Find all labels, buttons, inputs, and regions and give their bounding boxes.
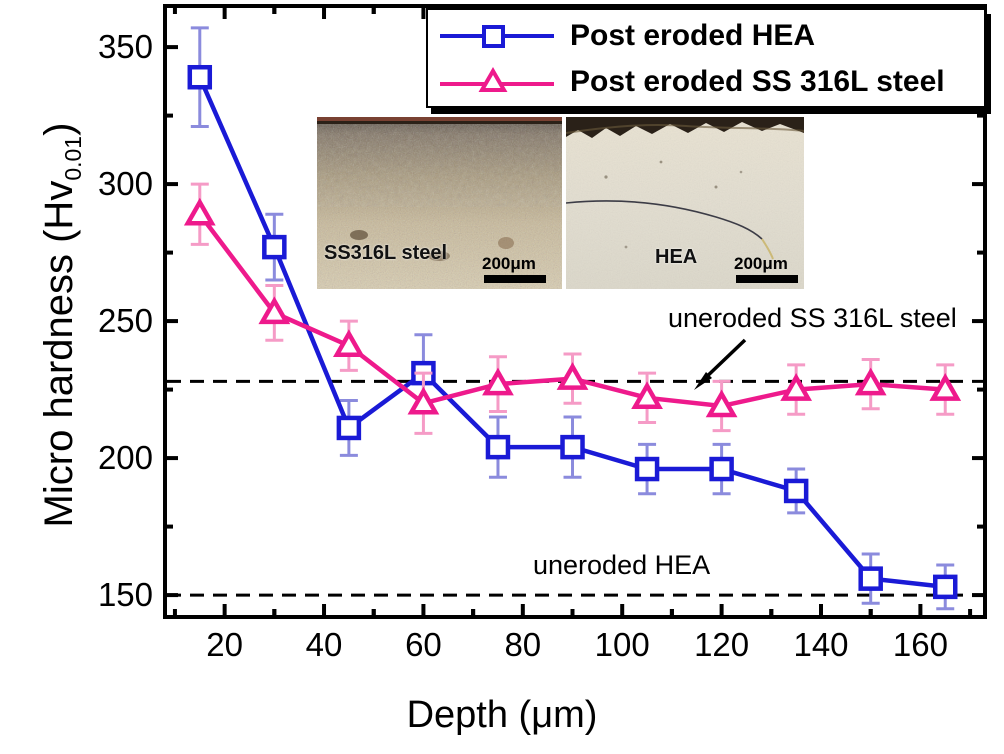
series-post-eroded-ss316l	[183, 182, 962, 435]
data-point-marker	[560, 434, 585, 460]
annotation-uneroded-hea: uneroded HEA	[533, 550, 711, 580]
data-point-marker	[858, 566, 883, 591]
inset-scalebar-hea	[736, 275, 798, 283]
y-axis-tick-label: 200	[97, 439, 153, 477]
data-point-marker	[631, 381, 663, 410]
inset-micrograph-hea	[566, 117, 804, 289]
inset-scalebar-label-ss316l: 200μm	[482, 254, 536, 273]
x-axis-title: Depth (μm)	[406, 694, 598, 736]
data-point-marker	[336, 415, 362, 441]
data-point-marker	[485, 434, 511, 460]
data-point-marker	[262, 234, 287, 260]
legend-swatch-ss316l	[438, 67, 556, 92]
y-axis-tick-label: 150	[97, 576, 153, 614]
data-point-marker	[709, 456, 734, 482]
x-axis-tick-label: 120	[694, 626, 750, 663]
x-axis-tick-label: 80	[504, 626, 542, 663]
inset-scalebar-ss316l	[484, 275, 546, 283]
data-point-marker	[333, 329, 365, 357]
inset-scalebar-label-hea: 200μm	[734, 254, 788, 273]
x-axis-tick-label: 40	[305, 626, 343, 663]
data-point-marker	[854, 367, 887, 396]
annotation-arrow-head	[694, 372, 712, 390]
legend-label-hea: Post eroded HEA	[570, 19, 816, 52]
data-point-marker	[482, 367, 514, 396]
legend-entry-hea: Post eroded HEA	[438, 16, 815, 56]
data-point-marker	[556, 362, 589, 390]
y-axis-tick-label: 300	[97, 165, 153, 203]
legend-entry-ss316l: Post eroded SS 316L steel	[438, 62, 945, 102]
x-axis-tick-label: 20	[206, 626, 243, 663]
x-axis-tick-label: 100	[594, 626, 650, 663]
data-point-marker	[932, 574, 958, 600]
data-point-marker	[187, 64, 213, 90]
annotation-uneroded-ss316l: uneroded SS 316L steel	[668, 303, 957, 333]
inset-caption-ss316l: SS316L steel	[324, 242, 448, 264]
y-axis-tick-label: 350	[97, 28, 153, 66]
data-point-marker	[634, 456, 660, 482]
x-axis-tick-label: 140	[793, 626, 849, 663]
plot-frame	[163, 4, 987, 619]
inset-micrograph-ss316l	[317, 117, 562, 289]
data-point-marker	[783, 478, 809, 504]
data-point-marker	[705, 389, 738, 418]
x-axis-tick-label: 160	[892, 626, 948, 663]
legend: Post eroded HEA Post eroded SS 316L stee…	[426, 8, 986, 108]
data-point-marker	[258, 296, 291, 325]
data-point-marker	[929, 373, 962, 401]
data-point-marker	[780, 373, 813, 401]
data-point-marker	[183, 197, 216, 226]
data-point-marker	[407, 386, 440, 415]
legend-swatch-hea	[438, 25, 556, 48]
y-axis-tick-label: 250	[97, 302, 153, 340]
x-axis-tick-label: 60	[405, 626, 442, 663]
legend-label-ss316l: Post eroded SS 316L steel	[570, 65, 945, 98]
inset-caption-hea: HEA	[655, 246, 698, 268]
